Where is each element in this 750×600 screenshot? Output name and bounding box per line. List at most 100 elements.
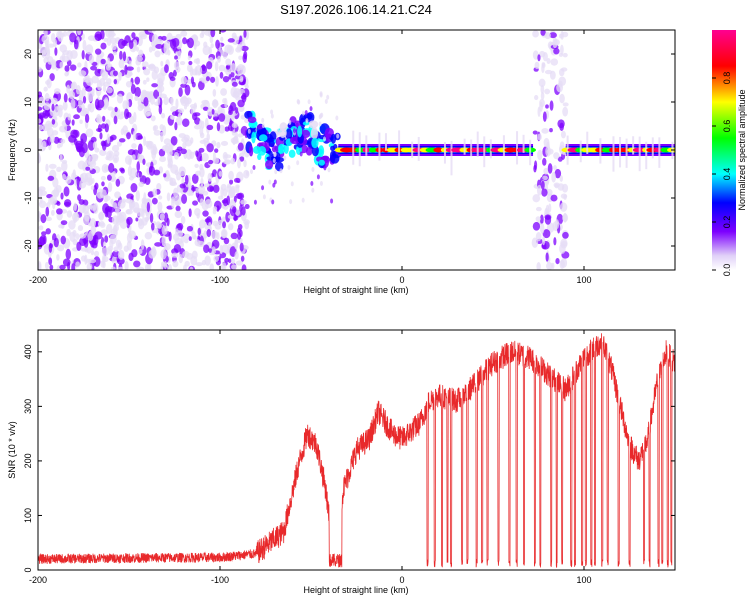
heatmap-cell [251,131,256,144]
heatmap-cell [78,70,87,77]
heatmap-cell [45,206,50,217]
colorbar-tick-label: 0.4 [722,168,732,181]
heatmap-cell [266,156,275,161]
heatmap-cell [209,263,214,270]
heatmap-cell [194,207,201,217]
heatmap-cell [562,102,569,107]
heatmap-cell [91,241,98,249]
heatmap-cell [218,219,223,224]
heatmap-cell [93,250,100,257]
heatmap-cell [538,78,546,88]
heatmap-cell [231,257,236,265]
heatmap-cell [217,195,224,200]
heatmap-cell [144,177,151,186]
heatmap-cell [111,42,117,51]
heatmap-cell [50,209,55,216]
heatmap-cell [178,87,183,97]
heatmap-cell [204,199,213,209]
heatmap-cell [100,123,107,129]
heatmap-cell [75,233,80,240]
heatmap-cell [245,170,249,176]
spectrogram-heatmap [38,30,675,270]
heatmap-cell [321,155,330,160]
heatmap-cell [212,98,218,109]
heatmap-cell [157,72,165,84]
heatmap-cell [201,120,205,129]
heatmap-cell [125,80,133,88]
heatmap-cell [125,99,130,110]
heatmap-cell [319,180,323,186]
heatmap-cell [535,206,542,212]
colorbar-ticks: 0.0 0.2 0.4 0.6 0.8 [712,72,732,277]
heatmap-cell [220,88,228,96]
heatmap-cell [327,167,331,173]
heatmap-cell [217,55,221,63]
heatmap-cell [549,32,557,39]
heatmap-cell [72,169,76,178]
heatmap-cell [204,255,211,266]
heatmap-cell [206,61,213,70]
heatmap-cell [150,115,156,122]
heatmap-cell [127,71,133,77]
heatmap-cell [38,186,46,192]
heatmap-cell [77,160,86,170]
heatmap-cell [58,224,65,229]
heatmap-cell [171,252,179,258]
heatmap-cell [273,151,277,157]
heatmap-cell [93,256,101,267]
heatmap-cell [135,217,139,222]
heatmap-cell [186,225,194,232]
heatmap-cell [299,151,303,157]
heatmap-cell [177,108,185,114]
heatmap-cell [215,76,219,87]
heatmap-cell [271,199,275,205]
heatmap-cell [365,135,368,156]
y-tick-label: 300 [23,399,33,414]
heatmap-cell [210,43,214,48]
heatmap-cell [38,66,42,73]
heatmap-cell [559,122,564,131]
heatmap-cell [81,50,85,60]
heatmap-cell [378,132,381,161]
heatmap-cell [219,30,227,33]
heatmap-cell [59,44,68,53]
heatmap-cell [127,149,136,156]
heatmap-cell [220,140,229,147]
heatmap-cell [151,69,158,81]
heatmap-cell [553,47,560,55]
heatmap-cell [49,264,54,270]
heatmap-cell [138,181,145,188]
heatmap-cell [220,187,224,198]
heatmap-cell [96,128,103,133]
heatmap-cell [208,159,214,165]
y-tick-label: 200 [23,453,33,468]
heatmap-cell [219,244,223,255]
heatmap-cell [111,144,120,153]
heatmap-cell [126,209,131,215]
heatmap-cell [56,208,63,215]
heatmap-cell [189,266,194,270]
heatmap-cell [53,88,61,95]
heatmap-cell [43,86,48,92]
heatmap-cell [543,167,549,175]
heatmap-cell [544,69,553,75]
colorbar-tick-label: 0.0 [722,264,732,277]
x-tick-label: -100 [211,275,229,285]
heatmap-cell [60,220,68,226]
heatmap-cell [72,212,80,222]
heatmap-cell [268,140,275,148]
heatmap-cell [234,239,239,250]
heatmap-cell [104,235,109,243]
heatmap-cell [549,127,553,133]
heatmap-cell [516,131,519,165]
heatmap-cell [234,251,239,260]
heatmap-cell [243,159,247,168]
heatmap-cell [561,183,569,193]
heatmap-cell [144,263,150,270]
heatmap-cell [106,208,112,218]
heatmap-cell [134,95,139,102]
heatmap-cell [324,98,328,104]
heatmap-cell [99,189,107,199]
heatmap-cell [97,99,105,109]
heatmap-cell [97,221,102,227]
